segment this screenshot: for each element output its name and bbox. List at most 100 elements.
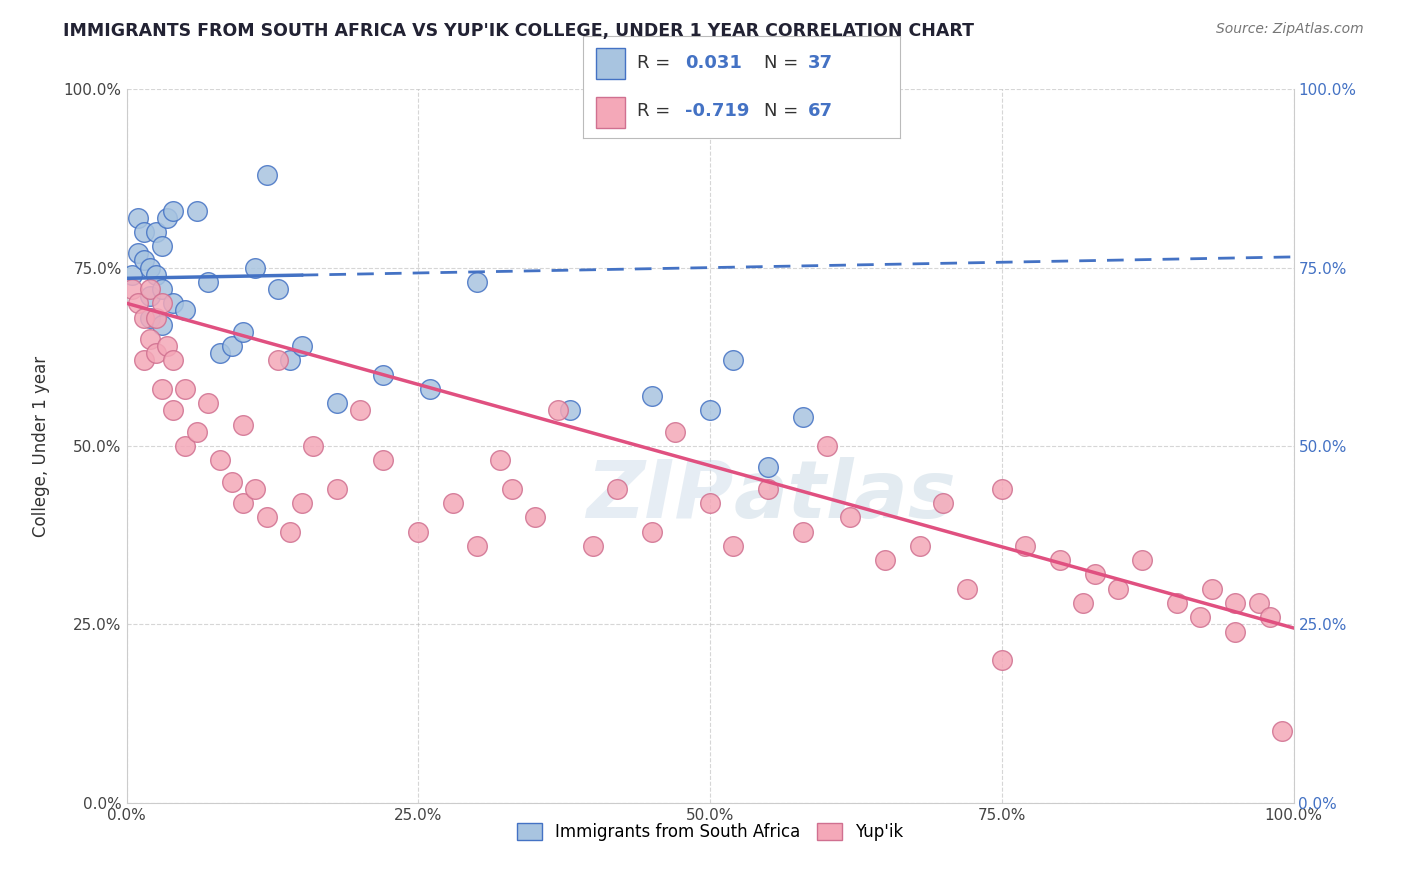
Point (582, 539, 605, 553)
Point (139, 332, 162, 346)
Text: R =: R = (637, 102, 676, 120)
Point (465, 539, 488, 553)
Point (664, 425, 686, 439)
Point (1271, 724, 1294, 739)
Point (558, 403, 581, 417)
Point (162, 203, 184, 218)
Legend: Immigrants from South Africa, Yup'ik: Immigrants from South Africa, Yup'ik (510, 816, 910, 848)
Point (1108, 582, 1130, 596)
Point (419, 382, 441, 396)
Point (547, 403, 569, 417)
Point (1247, 596, 1270, 610)
Point (174, 303, 197, 318)
Point (302, 439, 325, 453)
Point (1223, 624, 1246, 639)
Point (489, 453, 512, 467)
Point (1130, 553, 1153, 567)
Text: R =: R = (637, 54, 676, 72)
Point (221, 339, 243, 353)
Point (186, 425, 208, 439)
Text: 37: 37 (808, 54, 834, 72)
Point (908, 539, 931, 553)
Point (349, 403, 371, 417)
Point (127, 296, 149, 310)
Point (132, 310, 155, 325)
Point (139, 289, 162, 303)
Point (150, 282, 173, 296)
Point (197, 275, 219, 289)
Point (990, 482, 1012, 496)
Point (145, 310, 167, 325)
Point (150, 318, 173, 332)
Point (145, 346, 167, 360)
Point (699, 496, 721, 510)
Point (127, 246, 149, 260)
Point (243, 260, 266, 275)
Point (1084, 567, 1107, 582)
Point (465, 275, 488, 289)
Point (723, 539, 745, 553)
Point (875, 553, 897, 567)
Point (186, 203, 208, 218)
Point (1223, 596, 1246, 610)
Point (139, 260, 162, 275)
Point (501, 482, 523, 496)
Point (139, 310, 162, 325)
Point (232, 417, 254, 432)
Point (325, 396, 347, 410)
Point (373, 368, 395, 382)
Point (221, 475, 243, 489)
Point (792, 524, 814, 539)
Text: 0.031: 0.031 (685, 54, 741, 72)
Point (278, 353, 301, 368)
Point (256, 510, 278, 524)
Point (990, 653, 1012, 667)
Text: N =: N = (763, 54, 804, 72)
Point (523, 510, 546, 524)
Text: N =: N = (763, 102, 804, 120)
Point (232, 325, 254, 339)
Point (232, 496, 254, 510)
Point (127, 211, 149, 225)
Point (162, 353, 184, 368)
Point (723, 353, 745, 368)
Point (408, 524, 430, 539)
Point (208, 346, 231, 360)
Bar (596, 48, 624, 78)
Point (756, 460, 779, 475)
Point (150, 382, 173, 396)
Point (132, 225, 155, 239)
Point (290, 496, 312, 510)
Text: -0.719: -0.719 (685, 102, 749, 120)
Point (373, 453, 395, 467)
Point (208, 453, 231, 467)
Point (145, 268, 167, 282)
Point (1073, 596, 1095, 610)
Point (756, 482, 779, 496)
Point (150, 296, 173, 310)
Point (815, 439, 838, 453)
Point (121, 268, 143, 282)
Point (156, 211, 179, 225)
Point (256, 168, 278, 182)
Point (325, 482, 347, 496)
Point (699, 403, 721, 417)
Point (278, 524, 301, 539)
Point (606, 482, 628, 496)
Point (1049, 553, 1071, 567)
Text: atlas: atlas (734, 457, 956, 535)
Point (132, 253, 155, 268)
Point (150, 239, 173, 253)
Point (267, 353, 290, 368)
Text: IMMIGRANTS FROM SOUTH AFRICA VS YUP'IK COLLEGE, UNDER 1 YEAR CORRELATION CHART: IMMIGRANTS FROM SOUTH AFRICA VS YUP'IK C… (63, 22, 974, 40)
Point (1189, 610, 1212, 624)
Text: Source: ZipAtlas.com: Source: ZipAtlas.com (1216, 22, 1364, 37)
Point (132, 353, 155, 368)
Point (441, 496, 464, 510)
Point (139, 282, 162, 296)
Point (792, 410, 814, 425)
Point (1166, 596, 1188, 610)
Text: 67: 67 (808, 102, 834, 120)
Point (641, 524, 664, 539)
Point (290, 339, 312, 353)
